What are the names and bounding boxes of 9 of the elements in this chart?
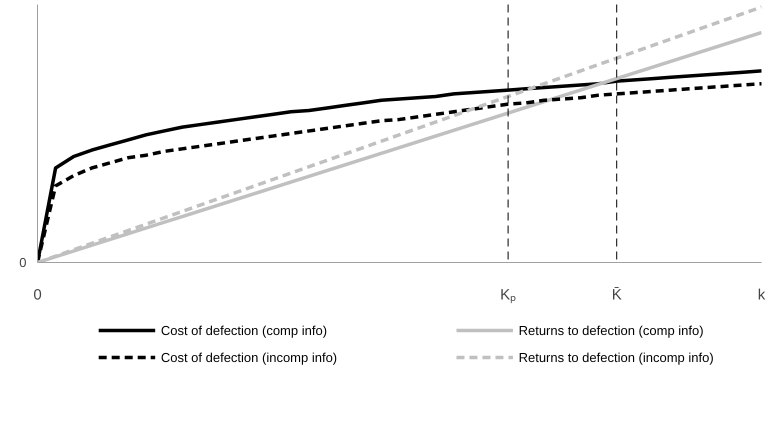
- x-tick-label: Kₚ: [500, 286, 516, 304]
- legend-label: Cost of defection (incomp info): [160, 350, 338, 365]
- legend-label: Returns to defection (incomp info): [518, 350, 714, 365]
- legend-label: Returns to defection (comp info): [518, 323, 704, 338]
- text: 0: [19, 255, 27, 270]
- x-tick-label: k: [758, 286, 766, 304]
- x-tick-label: 0: [33, 286, 42, 304]
- legend-label: Cost of defection (comp info): [160, 323, 328, 338]
- x-tick-label: K̄: [612, 286, 622, 304]
